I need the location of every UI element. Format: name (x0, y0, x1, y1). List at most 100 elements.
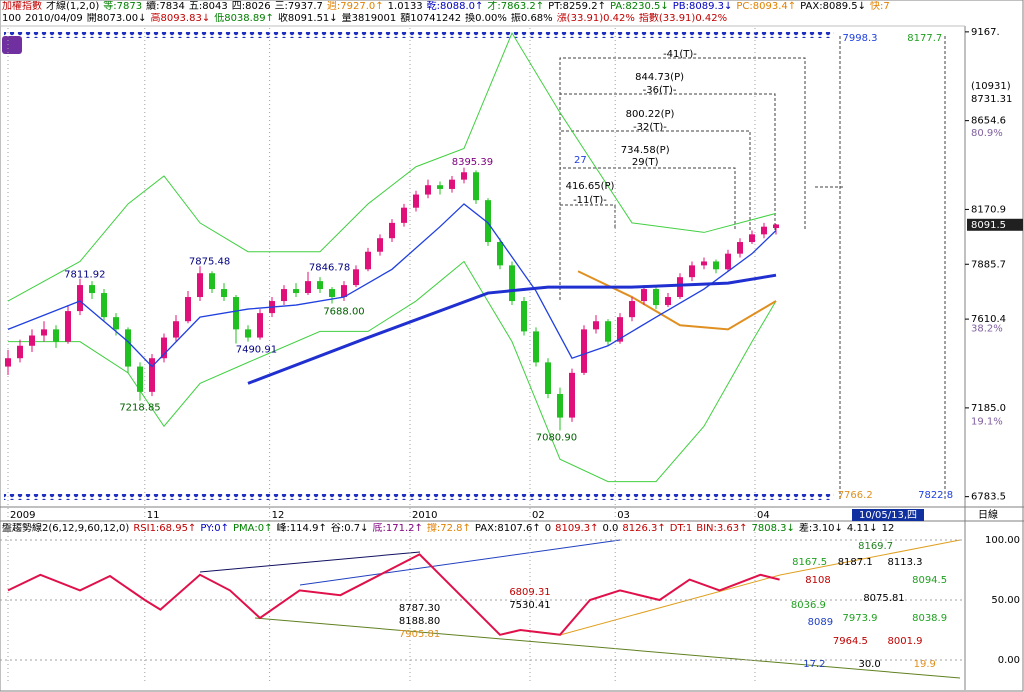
candle-body (137, 366, 143, 392)
header-field: PAX:8089.5↓ (800, 1, 866, 12)
header-field: PA:8230.5↓ (609, 1, 669, 12)
annotation: 17.2 (803, 659, 825, 670)
annotation: 7811.92 (64, 270, 105, 281)
candle-body (353, 269, 359, 286)
header-field: 撐:72.8↑ (426, 523, 471, 534)
candle-body (5, 358, 11, 367)
lower-header: 盤趨勢線2(6,12,9,60,12,0) RSI1:68.95↑ PY:0↑ PMA… (2, 523, 962, 535)
header-field: 換0.00% (465, 13, 507, 24)
price-box (967, 218, 1023, 231)
annotation: 734.58(P) (621, 145, 670, 156)
candle-body (113, 317, 119, 330)
candle-body (65, 311, 71, 342)
annotation: 27 (574, 155, 587, 166)
candle-body (677, 277, 683, 298)
candle-body (713, 261, 719, 270)
candle-body (509, 265, 515, 302)
header-field: PMA:0↑ (233, 523, 273, 534)
candle-body (17, 345, 23, 359)
header-field: 7808.3↓ (751, 523, 795, 534)
candle-body (389, 222, 395, 239)
candle-body (293, 289, 299, 294)
header-field: 才線(1,2,0) (46, 1, 100, 12)
header-field: 量3819001 (341, 13, 397, 24)
candle-body (425, 185, 431, 195)
candle-body (689, 265, 695, 278)
signal-dots (4, 32, 834, 38)
annotation: 29(T) (632, 157, 659, 168)
candle-body (149, 358, 155, 392)
y-tick-label: 8654.6 (971, 116, 1006, 127)
x-tick-label: 02 (532, 510, 545, 521)
header-field: 高8093.83↓ (150, 13, 211, 24)
header-field: 8109.3↑ (555, 523, 599, 534)
candle-body (101, 293, 107, 318)
candle-body (401, 207, 407, 223)
date-badge: 10/05/13,四 (859, 510, 917, 521)
header-field: PB:8089.3↓ (672, 1, 733, 12)
annotation: 800.22(P) (626, 109, 675, 120)
header-field: 漲(33.91)0.42% (556, 13, 635, 24)
candle-body (317, 281, 323, 290)
annotation: -11(T)- (573, 195, 607, 206)
header-field: 12 (881, 523, 895, 534)
candle-body (53, 329, 59, 342)
candle-body (257, 313, 263, 338)
icon (2, 36, 22, 54)
annotation: 7688.00 (323, 307, 364, 318)
header-field: 0.0 (602, 523, 619, 534)
candle-body (737, 242, 743, 254)
candle-body (245, 329, 251, 338)
annotation: 8036.9 (791, 600, 826, 611)
axis-note: 19.1% (971, 416, 1003, 427)
y-tick-label: 0.00 (998, 655, 1020, 666)
annotation: 7973.9 (843, 613, 878, 624)
annotation: 19.9 (914, 659, 936, 670)
candle-body (461, 172, 467, 180)
axis-note: 38.2% (971, 324, 1003, 335)
candle-body (497, 242, 503, 266)
candle-body (209, 273, 215, 290)
candle-body (305, 281, 311, 294)
header-field: 8126.3↑ (622, 523, 666, 534)
candle-body (569, 372, 575, 418)
candle-body (77, 285, 83, 312)
y-tick-label: 100.00 (985, 535, 1020, 546)
candle-body (485, 200, 491, 243)
header-field: BIN:3.63↑ (696, 523, 748, 534)
header-field: 指數(33.91)0.42% (638, 13, 728, 24)
annotation: 8395.39 (452, 157, 493, 168)
annotation: 7846.78 (309, 263, 350, 274)
x-tick-label: 03 (617, 510, 630, 521)
candle-body (725, 253, 731, 270)
candle-body (221, 289, 227, 298)
annotation: 8188.80 (399, 616, 440, 627)
header-field: 加權指數 (2, 1, 42, 12)
annotation: 8038.9 (912, 613, 947, 624)
axis-note: 80.9% (971, 128, 1003, 139)
annotation: 7905.81 (399, 629, 440, 640)
candle-body (641, 289, 647, 302)
candle-body (581, 329, 587, 373)
header-field: 額10741242 (400, 13, 462, 24)
candle-body (365, 251, 371, 270)
candle-body (377, 238, 383, 252)
header-field: PC:8093.4↑ (736, 1, 797, 12)
x-tick-label: 04 (757, 510, 770, 521)
y-tick-label: 7885.7 (971, 259, 1006, 270)
candle-body (173, 321, 179, 338)
candle-body (761, 226, 767, 235)
header-field: 收8091.51↓ (277, 13, 338, 24)
header-field: 谷:0.7↓ (330, 523, 369, 534)
candle-body (629, 301, 635, 318)
header-field: 開8073.00↓ (86, 13, 147, 24)
annotation: 7490.91 (236, 345, 277, 356)
annotation: 8075.81 (863, 593, 904, 604)
annotation: 8169.7 (858, 541, 893, 552)
period-label: 日線 (978, 508, 998, 521)
annotation: 8187.1 (838, 557, 873, 568)
candle-body (41, 329, 47, 336)
annotation: 7964.5 (833, 636, 868, 647)
header-field: 快:7 (869, 1, 890, 12)
annotation: 844.73(P) (635, 72, 684, 83)
